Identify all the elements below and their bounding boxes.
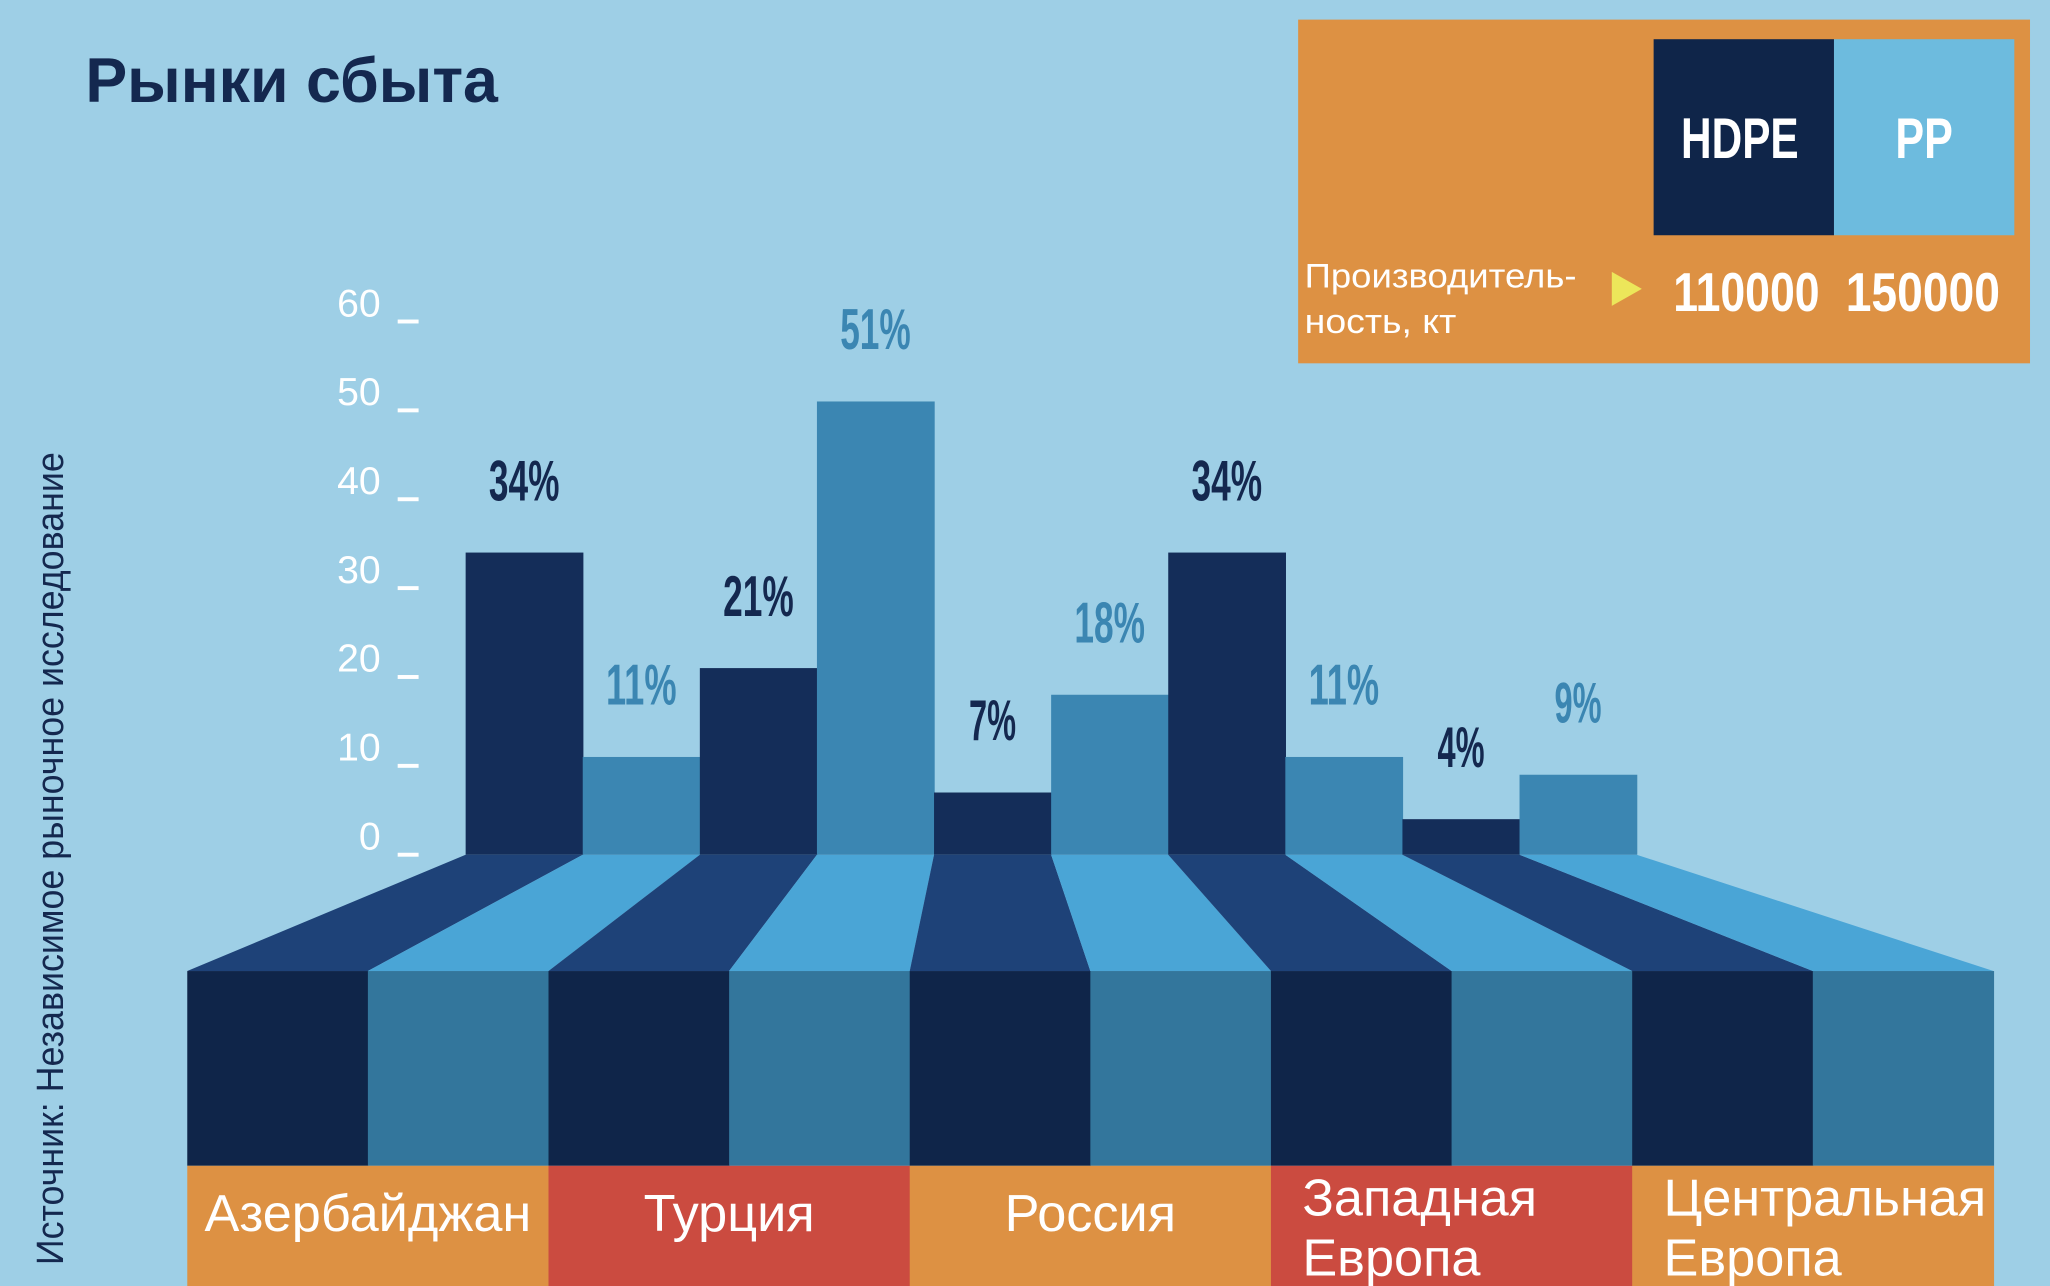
front-face (909, 971, 1091, 1166)
front-face (1451, 971, 1633, 1166)
bar-hdpe (699, 668, 818, 855)
y-tick (397, 763, 419, 768)
bar-value-label: 11% (606, 654, 677, 718)
capacity-label-line2: ность, кт (1305, 303, 1457, 341)
y-tick-label: 40 (337, 460, 381, 503)
front-face (729, 971, 911, 1166)
bar-pp (1519, 774, 1638, 855)
front-face (548, 971, 730, 1166)
front-face (1090, 971, 1272, 1166)
front-face (367, 971, 550, 1166)
source-note: Источник: Независимое рыночное исследова… (30, 452, 72, 1265)
pp-capacity-value: 150000 (1846, 261, 2000, 323)
capacity-label-line1: Производитель- (1305, 258, 1577, 296)
front-face (1270, 971, 1453, 1166)
front-face (187, 971, 369, 1166)
floor-strip (187, 854, 583, 972)
hdpe-capacity-value: 110000 (1673, 261, 1819, 323)
bar-value-label: 7% (969, 689, 1016, 753)
bar-pp (816, 401, 935, 855)
y-tick (397, 852, 419, 857)
floor-strip (1285, 854, 1633, 972)
bar-value-label: 51% (840, 298, 911, 362)
front-face (1812, 971, 1995, 1166)
floor-strip (1051, 854, 1271, 972)
legend-box: HDPE PP Производитель- ность, кт 110000 … (1298, 19, 2031, 364)
bar-value-label: 34% (489, 449, 560, 513)
category-label: Европа (1664, 1230, 1843, 1286)
category-band (187, 1165, 550, 1286)
legend-hdpe-label: HDPE (1681, 107, 1799, 171)
category-label: Центральная (1664, 1169, 1987, 1227)
y-axis: 0 10 20 30 40 50 60 (337, 282, 419, 858)
category-band (1270, 1165, 1633, 1286)
y-tick (397, 408, 419, 413)
category-band (1632, 1165, 1995, 1286)
bar-hdpe (1402, 819, 1521, 855)
category-label: Турция (644, 1185, 815, 1243)
triangle-right-icon (1611, 271, 1642, 306)
bar-pp (1051, 694, 1169, 855)
category-band (548, 1165, 911, 1286)
bar-value-label: 21% (723, 565, 794, 629)
bar-value-label: 9% (1555, 671, 1602, 735)
legend-pp-label: PP (1895, 107, 1953, 171)
category-label: Азербайджан (205, 1185, 532, 1243)
y-tick (397, 675, 419, 679)
category-label: Европа (1302, 1230, 1481, 1286)
bar-hdpe (465, 552, 584, 855)
bar-pp (1285, 756, 1404, 855)
y-tick (397, 497, 419, 502)
bar-hdpe (1168, 552, 1286, 855)
floor-strip (1168, 854, 1452, 972)
bars: 34% 11% 21% 51% 7% 18% 34% 11% 4% 9% (465, 298, 1638, 855)
category-bands: Азербайджан Турция Россия ЗападнаяЕвропаЦен… (187, 1165, 1995, 1286)
floor-strip (1519, 854, 1994, 972)
category-band (909, 1165, 1272, 1286)
bar-value-label: 4% (1437, 716, 1484, 780)
floor-strip (367, 854, 700, 972)
y-tick (397, 586, 419, 591)
floor-strip (548, 854, 817, 972)
front-face (1632, 971, 1814, 1166)
floor-strip (729, 854, 935, 972)
y-tick-label: 20 (337, 638, 381, 681)
legend-hdpe-swatch (1653, 39, 1834, 236)
y-tick-label: 60 (337, 282, 381, 325)
bar-hdpe (934, 792, 1052, 855)
category-label: Россия (1005, 1185, 1176, 1243)
page-title: Рынки сбыта (85, 46, 499, 116)
bar-pp (582, 756, 701, 855)
chart-floor (187, 854, 1995, 1166)
y-tick (397, 319, 419, 324)
category-label: Западная (1302, 1169, 1537, 1227)
floor-strip (909, 854, 1091, 972)
y-tick-label: 10 (337, 727, 381, 770)
floor-strip (1402, 854, 1813, 972)
bar-value-label: 34% (1192, 449, 1263, 513)
bar-value-label: 11% (1309, 654, 1380, 718)
bar-value-label: 18% (1074, 591, 1145, 655)
y-tick-label: 30 (337, 549, 381, 592)
y-tick-label: 50 (337, 371, 381, 414)
y-tick-label: 0 (359, 815, 381, 858)
legend-pp-swatch (1833, 39, 2015, 236)
